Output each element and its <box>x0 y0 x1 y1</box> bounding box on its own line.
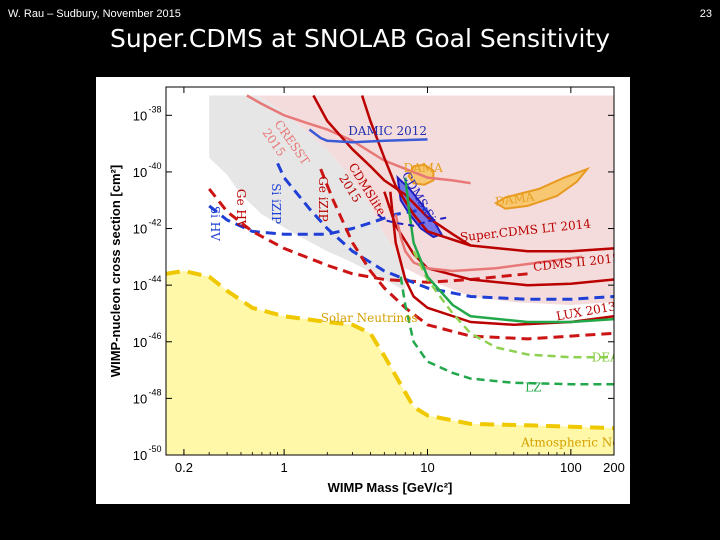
y-tick-label: 10 <box>133 335 147 350</box>
slide-title: Super.CDMS at SNOLAB Goal Sensitivity <box>109 24 611 53</box>
series-line-cdms-si <box>377 213 449 227</box>
y-tick-label: 10 <box>133 278 147 293</box>
y-tick-exponent: -38 <box>148 104 161 114</box>
y-tick-label: 10 <box>133 222 147 237</box>
x-tick-label: 10 <box>420 460 434 475</box>
annotation-deap-6: DEAP <box>592 351 627 365</box>
x-tick-label: 200 <box>603 460 625 475</box>
contour-dama-1 <box>493 166 591 210</box>
y-tick-exponent: -44 <box>148 274 161 284</box>
footer-author-date: W. Rau – Sudbury, November 2015 <box>8 8 181 20</box>
annotation-ge-izip-15: Ge iZIP <box>316 176 330 222</box>
y-tick-label: 10 <box>133 448 147 463</box>
annotation-dama-1: DAMA <box>404 161 444 175</box>
series-line-si-izip <box>276 162 614 301</box>
y-tick-exponent: -46 <box>148 331 161 341</box>
series-line-cdmslite-2015 <box>312 94 472 247</box>
annotation-dama-2: DAMA <box>494 189 535 208</box>
series-line-lz <box>399 276 614 386</box>
annotation-solar-neutrinos-8: Solar Neutrinos <box>321 311 418 325</box>
slide-number: 23 <box>699 8 712 20</box>
series-line-solar-neutrino-floor <box>166 269 614 431</box>
annotation-lz-7: LZ <box>525 380 541 394</box>
y-tick-label: 10 <box>133 108 147 123</box>
y-tick-exponent: -42 <box>148 218 161 228</box>
y-tick-exponent: -50 <box>148 444 161 454</box>
y-tick-exponent: -40 <box>148 161 161 171</box>
series-line-deap <box>412 250 614 359</box>
y-tick-label: 10 <box>133 391 147 406</box>
annotation-si-hv-18: Si HV <box>208 206 222 241</box>
region-neutrino-floor <box>166 271 614 455</box>
series-line-lux-lz-green <box>404 177 614 324</box>
series-line-damic-2012 <box>308 128 428 144</box>
series-line-si-hv <box>208 204 428 236</box>
y-tick-exponent: -48 <box>148 387 161 397</box>
region-projected <box>209 95 406 291</box>
x-tick-label: 0.2 <box>175 460 193 475</box>
annotation-atmospheric-neutrinos-9: Atmospheric Neutrinos <box>520 436 630 450</box>
series-line-xenon100 <box>394 214 583 273</box>
x-tick-label: 1 <box>281 460 288 475</box>
plot-frame <box>165 86 615 456</box>
x-axis-label: WIMP Mass [GeV/c²] <box>328 480 453 495</box>
annotation-si-izip-16: Si iZIP <box>269 183 283 224</box>
y-tick-label: 10 <box>133 165 147 180</box>
annotation-ge-hv-17: Ge HV <box>234 189 248 229</box>
chart-panel: DAMIC 2012 DAMA DAMA Super.CDMS LT 2014 CDMS… <box>96 77 630 504</box>
annotation-damic-2012-0: DAMIC 2012 <box>348 124 427 138</box>
x-tick-label: 100 <box>560 460 582 475</box>
y-axis-label: WIMP-nucleon cross section [cm²] <box>108 165 123 377</box>
